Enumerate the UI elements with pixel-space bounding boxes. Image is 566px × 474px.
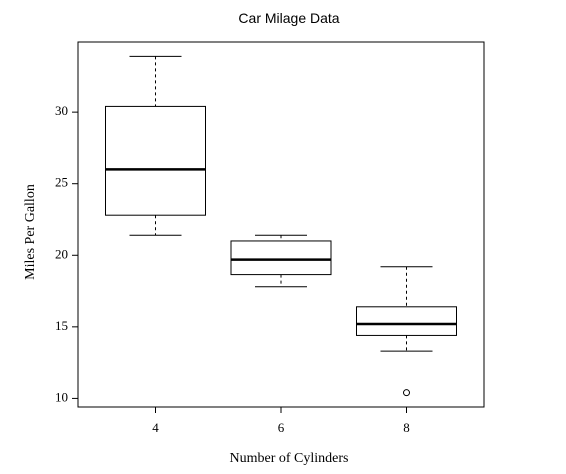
y-tick-label-15: 15 [55,318,68,333]
y-tick-label-10: 10 [55,389,68,404]
plot-frame [77,41,485,408]
y-tick-label-20: 20 [55,246,68,261]
y-tick-label-30: 30 [55,103,68,118]
iqr-box-cyl-6 [230,240,332,276]
box-group [105,55,457,397]
y-axis: 10 15 20 25 30 [55,103,78,404]
outlier-point-cyl-8 [403,389,410,397]
y-axis-label: Miles Per Gallon [23,184,38,280]
y-tick-label-25: 25 [55,175,68,190]
box-cyl-4 [105,55,206,236]
iqr-box-cyl-4 [105,105,206,216]
x-tick-label-6: 6 [278,420,285,435]
box-cyl-8 [356,266,457,397]
chart-title: Car Milage Data [238,10,339,26]
iqr-box-cyl-8 [356,306,457,336]
x-axis-label: Number of Cylinders [230,451,349,466]
x-axis: 4 6 8 [152,407,410,435]
x-tick-label-4: 4 [152,420,159,435]
box-cyl-6 [230,234,332,288]
x-tick-label-8: 8 [403,420,410,435]
